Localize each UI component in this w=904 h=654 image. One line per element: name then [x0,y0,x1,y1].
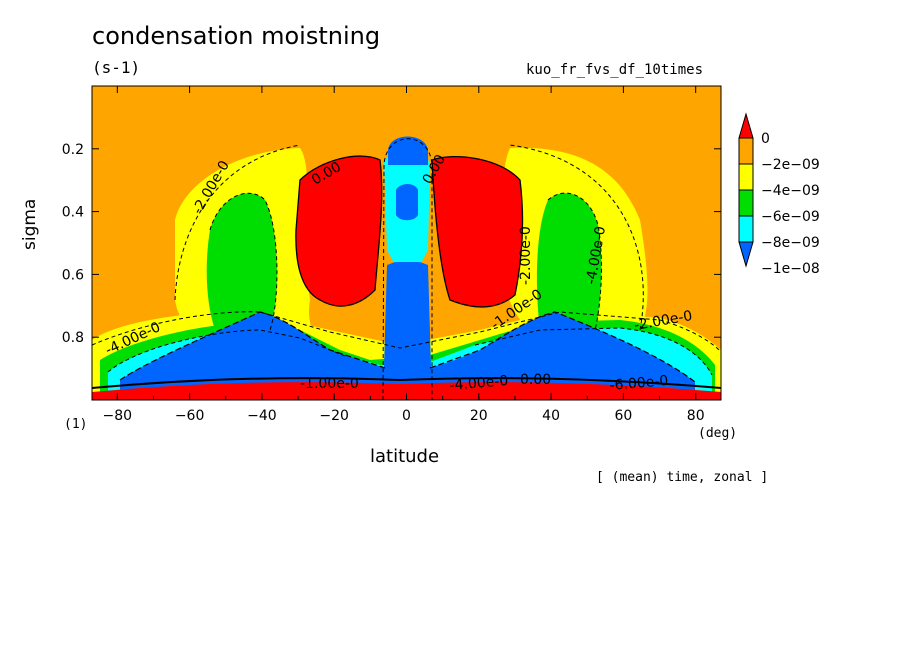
x-axis-label: latitude [370,446,440,467]
contour-dashed-5 [474,327,713,376]
legend-swatch [738,215,754,243]
legend-label: −1e−08 [761,261,820,277]
x-tick-label: −20 [319,408,349,424]
legend-label: −8e−09 [761,235,820,251]
contour-label: -2.00e-0 [518,226,534,285]
x-tick-label: 0 [402,408,411,424]
green-region-north [536,193,602,330]
x-tick-label: 40 [542,408,560,424]
legend-swatch [738,241,754,268]
x-tick-label: 80 [687,408,705,424]
contour-dashed-7 [429,311,696,383]
run-name: kuo_fr_fvs_df_10times [526,62,704,78]
contour-dashed-1 [174,144,301,301]
color-legend: 0 −2e−09 −4e−09 −6e−09 −8e−09 −1e−08 [738,112,820,277]
legend-label: −6e−09 [761,209,820,225]
blue-cap-upper [388,136,428,165]
x-tick-label: 60 [614,408,632,424]
legend-swatch [738,189,754,217]
contour-dashed-3 [92,311,721,353]
legend-swatch [738,163,754,191]
red-strip-surface [92,382,721,400]
green-region-south [206,193,277,330]
red-region-south [295,156,382,307]
y-tick-label: 0.2 [62,142,84,158]
contour-solid-surface [92,377,721,389]
legend-label: −2e−09 [761,157,820,173]
legend-swatch [738,112,754,139]
contour-dashed-9 [209,192,278,331]
legend-swatch [738,137,754,165]
x-tick-label: 20 [470,408,488,424]
x-axis-unit: (deg) [698,426,738,441]
contour-dashed-8 [382,138,433,400]
blue-column-equator [383,262,432,400]
x-tick-label: −40 [247,408,277,424]
red-region-north [432,156,523,307]
x-tick-label: −60 [175,408,205,424]
legend-label: −4e−09 [761,183,820,199]
contour-dashed-6 [119,311,386,381]
contour-dashed-4 [107,329,346,373]
legend-label: 0 [761,131,770,147]
y-tick-label: 0.8 [62,330,84,346]
footer-note: [ (mean) time, zonal ] [596,470,769,485]
y-axis: 0.2 0.4 0.6 0.8 [62,142,721,346]
y-axis-unit: (1) [64,417,88,432]
contour-lines [92,138,721,400]
contour-zero-south [295,155,383,307]
contour-field: 0.00 0.00 -2.00e-0 -2.00e-0 -4.00e-0 -4.… [92,86,721,400]
x-tick-label: −80 [103,408,133,424]
chart-title: condensation moistning [92,22,381,50]
contour-dashed-2 [509,144,644,331]
contour-label: -4.00e-0 [449,373,509,394]
chart-units: (s-1) [92,58,141,77]
contour-label: -1.00e-0 [300,376,359,392]
contour-label: -6.00e-0 [609,373,669,394]
contour-zero-north [431,155,524,308]
y-tick-label: 0.4 [62,205,84,221]
x-axis: −80 −60 −40 −20 0 20 40 60 80 [103,86,705,424]
y-tick-label: 0.6 [62,267,84,283]
blue-spot-mid [396,184,418,221]
contour-label: 0.00 [520,372,551,388]
